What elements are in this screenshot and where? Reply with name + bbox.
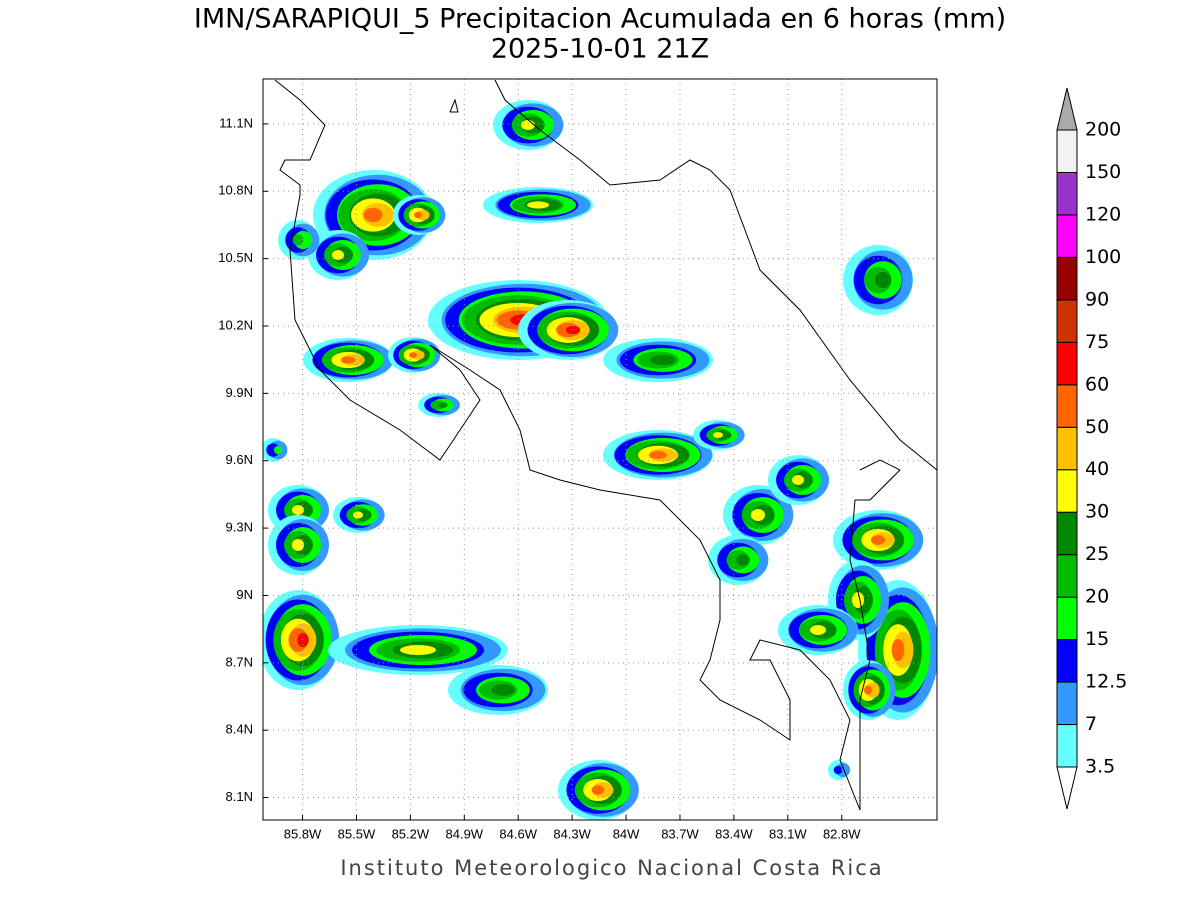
precip-contour: [414, 211, 422, 219]
colorbar-label: 150: [1085, 161, 1121, 183]
precip-contour: [713, 432, 723, 438]
colorbar-box: [1056, 426, 1078, 471]
colorbar-label: 3.5: [1085, 756, 1115, 778]
precip-contour: [810, 625, 826, 635]
colorbar-label: 60: [1085, 373, 1109, 395]
coastlines: [274, 79, 937, 811]
colorbar-label: 12.5: [1085, 671, 1127, 693]
precipitation-field: [263, 100, 937, 820]
colorbar-label: 25: [1085, 543, 1109, 565]
colorbar-box: [1056, 511, 1078, 556]
precip-contour: [527, 201, 549, 209]
colorbar-label: 20: [1085, 586, 1109, 608]
lake: [449, 98, 459, 113]
precip-contour: [409, 352, 417, 358]
colorbar-label: 50: [1085, 416, 1109, 438]
colorbar-label: 120: [1085, 203, 1121, 225]
grid: [263, 79, 937, 820]
precip-contour: [874, 271, 892, 289]
lon-tick-label: 84.6W: [499, 826, 537, 841]
precip-contour: [297, 632, 309, 648]
precip-contour: [591, 785, 605, 795]
lat-tick-label: 11.1N: [219, 115, 253, 130]
precip-contour: [870, 535, 886, 545]
precip-contour: [751, 509, 765, 521]
precip-contour: [274, 446, 282, 454]
precip-contour: [833, 765, 843, 775]
precip-contour: [332, 250, 344, 260]
precip-contour: [521, 120, 535, 130]
lat-tick-label: 9.3N: [226, 520, 253, 535]
map-frame: [262, 78, 938, 821]
colorbar-box: [1056, 129, 1078, 173]
precip-contour: [400, 645, 436, 655]
colorbar-box: [1056, 214, 1078, 258]
colorbar-label: 40: [1085, 458, 1109, 480]
lon-tick-label: 85.8W: [284, 826, 322, 841]
lon-tick-label: 84.3W: [553, 826, 591, 841]
footer: Instituto Meteorologico Nacional Costa R…: [340, 856, 883, 880]
lat-tick-label: 9.6N: [226, 452, 253, 467]
colorbar-label: 30: [1085, 501, 1109, 523]
coastline: [274, 79, 861, 811]
precip-contour: [353, 511, 363, 519]
precip-contour: [292, 505, 304, 515]
colorbar-label: 100: [1085, 246, 1121, 268]
lat-tick-label: 10.8N: [218, 183, 253, 198]
precip-contour: [891, 638, 905, 662]
colorbar-label: 90: [1085, 288, 1109, 310]
precip-contour: [650, 354, 676, 366]
colorbar-box: [1056, 554, 1078, 598]
precip-contour: [491, 684, 515, 696]
colorbar-label: 75: [1085, 331, 1109, 353]
lat-tick-label: 8.4N: [226, 722, 253, 737]
title: IMN/SARAPIQUI_5 Precipitacion Acumulada …: [194, 4, 1006, 35]
precip-contour: [649, 451, 667, 459]
lon-tick-label: 84W: [613, 826, 640, 841]
precip-contour: [792, 475, 804, 485]
precip-contour: [340, 356, 356, 364]
colorbar-over: [1056, 87, 1078, 131]
colorbar-box: [1056, 724, 1078, 768]
lon-tick-label: 82.8W: [823, 826, 861, 841]
lon-tick-label: 85.2W: [392, 826, 430, 841]
precip-contour: [363, 207, 383, 223]
lon-tick-label: 83.4W: [715, 826, 753, 841]
colorbar-box: [1056, 256, 1078, 301]
colorbar-label: 200: [1085, 119, 1121, 141]
colorbar-label: 7: [1085, 713, 1097, 735]
precip-contour: [292, 234, 304, 246]
lat-tick-label: 9.9N: [226, 385, 253, 400]
precip-contour: [438, 402, 448, 408]
lat-tick-label: 8.7N: [226, 654, 253, 669]
colorbar: 3.5 7 12.5 15 20 25 30 40 50 60 75 90 100 120 150 200: [1056, 87, 1127, 810]
lon-tick-label: 84.9W: [446, 826, 484, 841]
precip-contour: [565, 325, 581, 335]
precip-contour: [852, 592, 864, 608]
lon-tick-label: 83.7W: [661, 826, 699, 841]
lon-tick-label: 85.5W: [338, 826, 376, 841]
colorbar-under: [1056, 766, 1078, 810]
colorbar-label: 15: [1085, 628, 1109, 650]
precip-contour: [864, 685, 872, 695]
border: [849, 459, 901, 810]
lat-tick-label: 10.5N: [218, 250, 253, 265]
colorbar-box: [1056, 171, 1078, 216]
colorbar-box: [1056, 384, 1078, 428]
lat-tick-label: 9N: [236, 587, 253, 602]
colorbar-box: [1056, 341, 1078, 386]
lon-tick-label: 83.1W: [769, 826, 807, 841]
coastline: [494, 79, 937, 471]
precip-contour: [736, 554, 750, 566]
lat-tick-label: 8.1N: [226, 789, 253, 804]
lat-tick-label: 10.2N: [218, 317, 253, 332]
subtitle: 2025-10-01 21Z: [491, 34, 709, 65]
colorbar-box: [1056, 596, 1078, 641]
colorbar-box: [1056, 681, 1078, 726]
colorbar-box: [1056, 469, 1078, 513]
colorbar-box: [1056, 639, 1078, 683]
precip-contour: [292, 539, 304, 551]
colorbar-box: [1056, 299, 1078, 343]
